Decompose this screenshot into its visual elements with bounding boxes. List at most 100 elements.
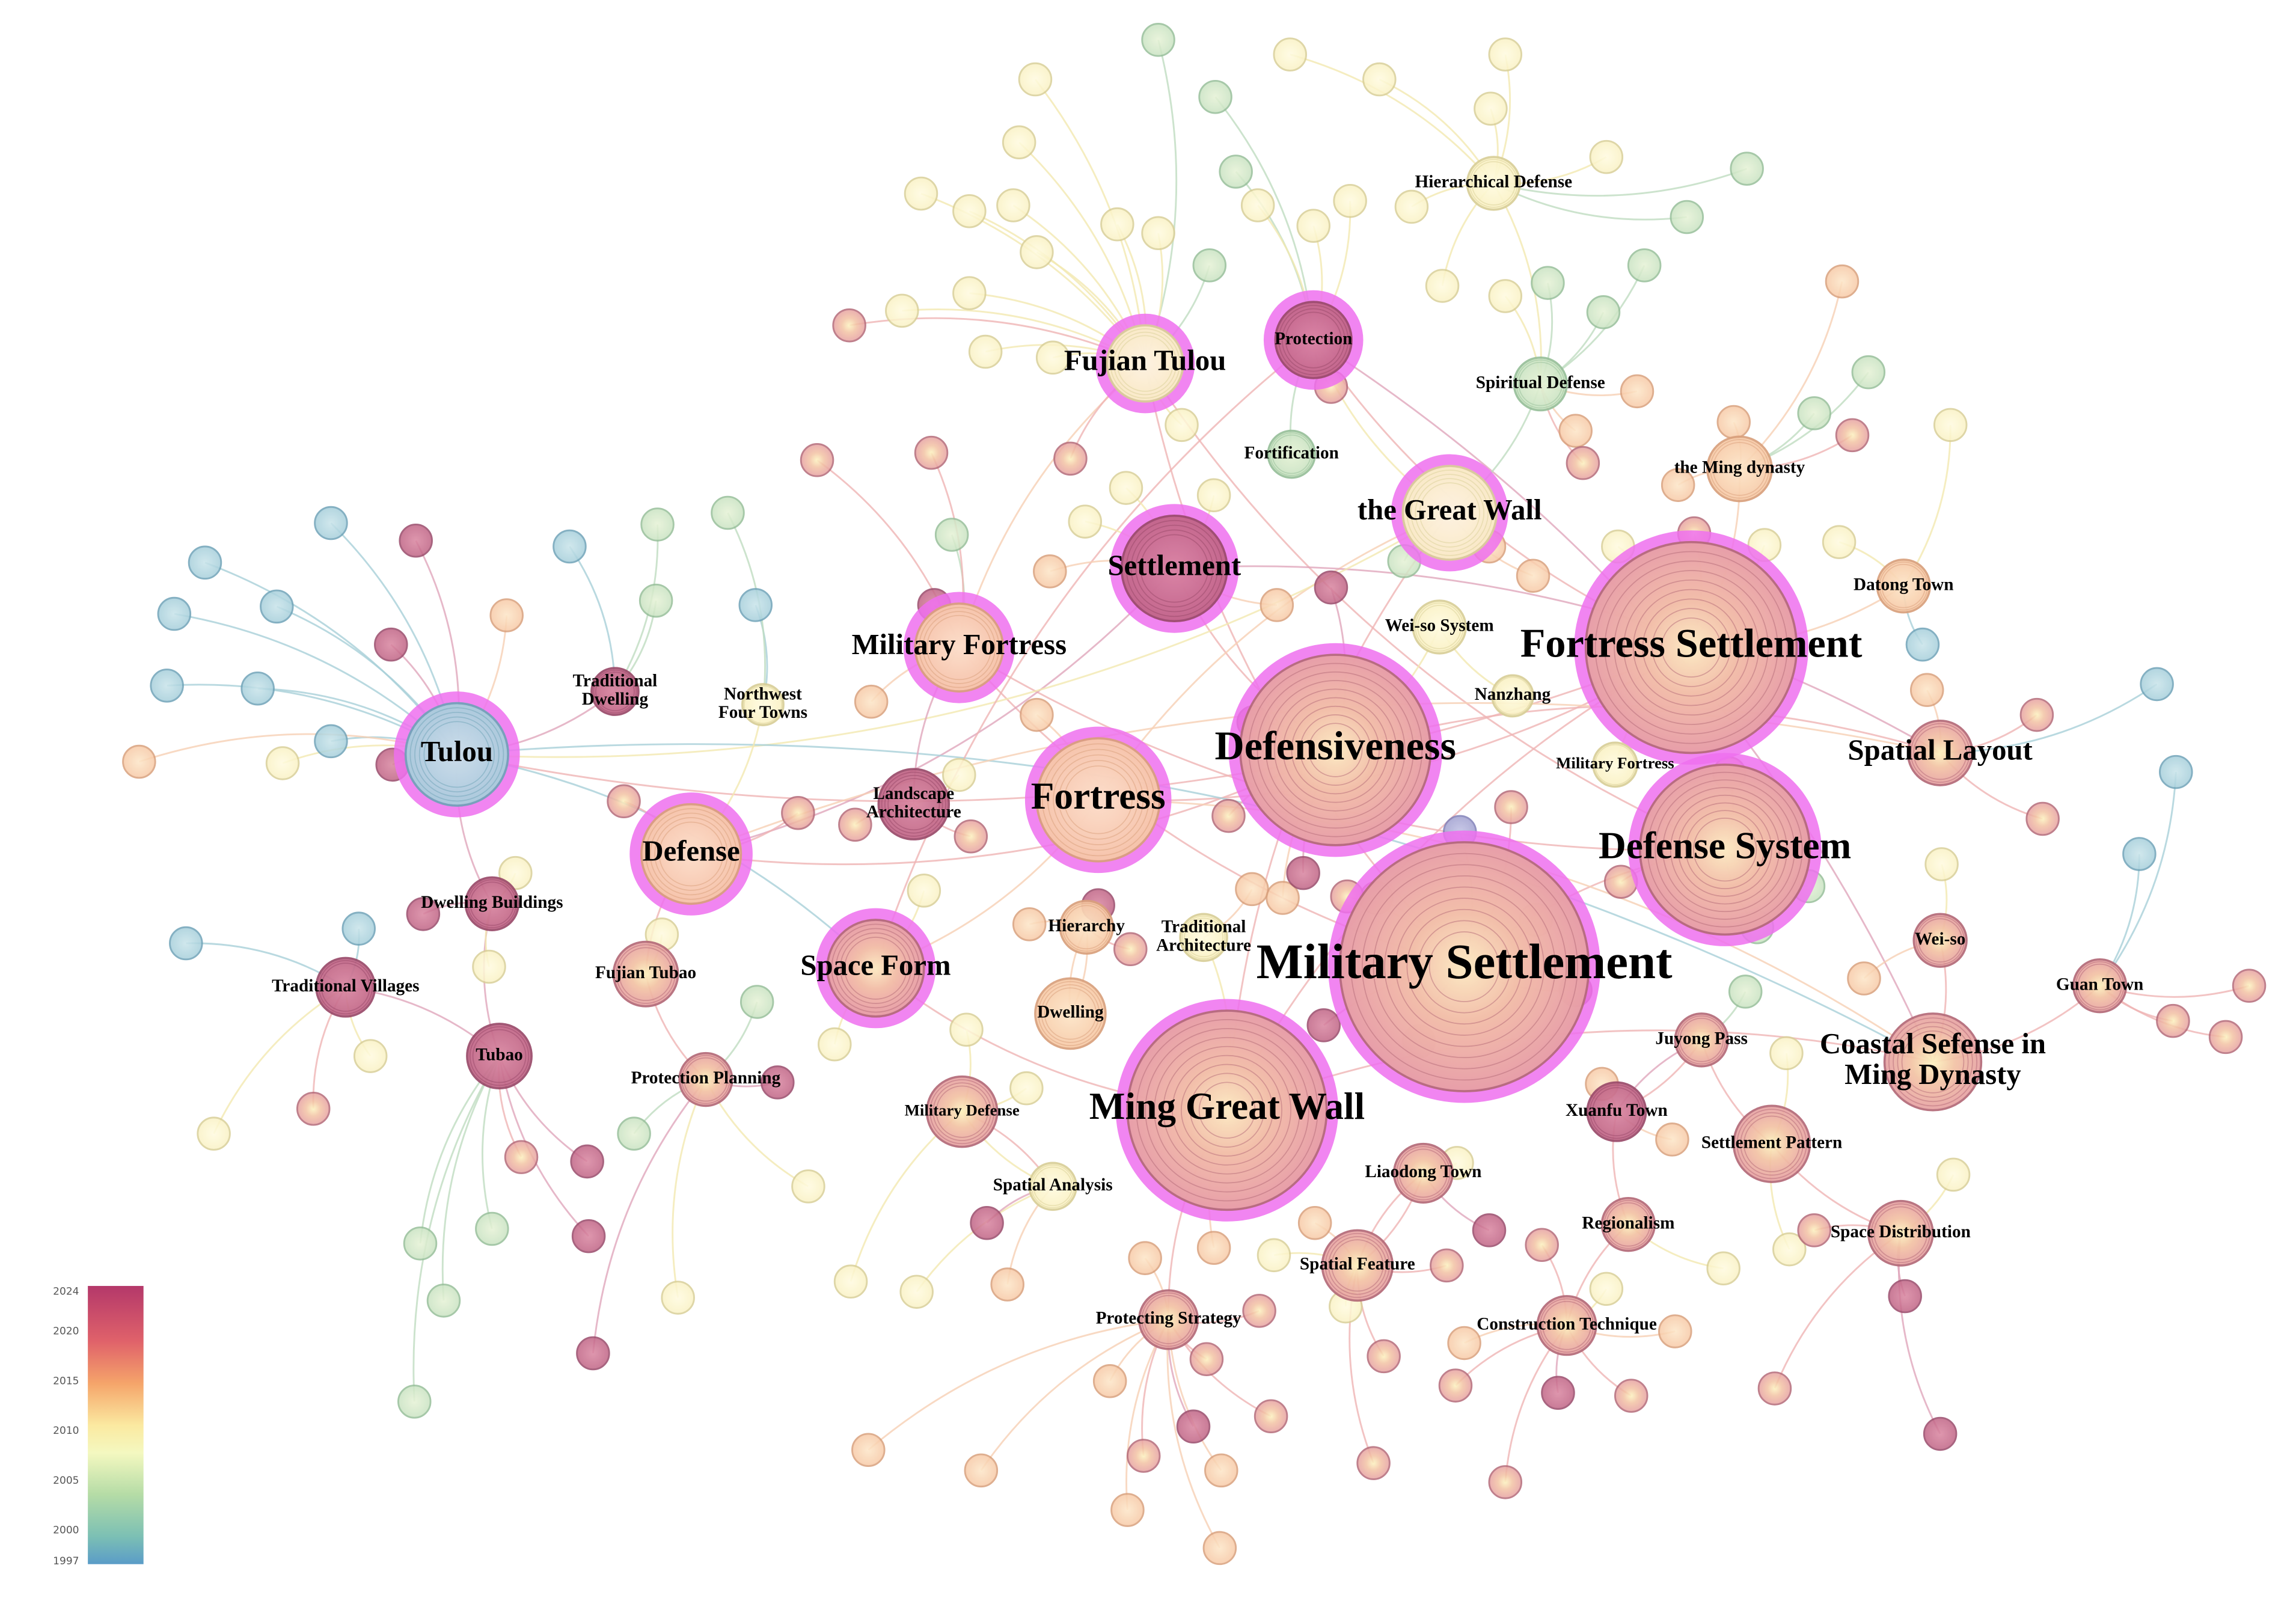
node-ring	[418, 716, 495, 792]
node-label: Military Fortress	[1556, 754, 1674, 772]
node	[1059, 899, 1114, 955]
node	[1876, 559, 1931, 614]
node	[1394, 189, 1429, 224]
node-ring	[470, 881, 515, 926]
node	[426, 1284, 461, 1318]
node	[1297, 1205, 1332, 1240]
node-ring	[593, 669, 637, 714]
node-ring	[1428, 931, 1500, 1002]
node	[1923, 1416, 1958, 1451]
node	[1254, 1399, 1288, 1433]
node-ring	[1044, 987, 1097, 1040]
node	[1176, 1409, 1211, 1444]
node	[1002, 125, 1036, 160]
node	[1028, 1162, 1077, 1211]
node	[638, 583, 673, 618]
node	[1367, 1339, 1401, 1374]
node	[1438, 1368, 1473, 1403]
node	[1274, 301, 1353, 379]
node	[1192, 248, 1227, 283]
node	[964, 1453, 999, 1488]
node-ring	[1285, 311, 1342, 369]
node	[1020, 235, 1054, 269]
node-label: Spatial Analysis	[993, 1175, 1113, 1195]
node-ring	[658, 821, 724, 887]
node	[1488, 37, 1523, 72]
keyword-nodes	[315, 156, 2128, 1356]
node-ring	[839, 932, 912, 1004]
edge	[868, 1318, 1169, 1451]
node-ring	[744, 685, 782, 724]
node-ring	[414, 712, 500, 797]
node	[1905, 627, 1940, 662]
node-ring	[1740, 1112, 1804, 1176]
node-ring	[1350, 853, 1578, 1081]
node	[570, 1144, 604, 1179]
node-ring	[654, 817, 728, 891]
node-ring	[1652, 608, 1731, 687]
node	[1912, 913, 1968, 968]
node	[1472, 1213, 1507, 1247]
node	[904, 176, 938, 211]
node	[1614, 1379, 1649, 1413]
node-ring	[472, 1029, 527, 1083]
node	[1009, 1071, 1044, 1106]
node	[833, 1264, 868, 1299]
node-ring	[684, 1057, 728, 1102]
node-ring	[1870, 1203, 1931, 1263]
node	[157, 596, 192, 631]
node-ring	[1913, 726, 1967, 780]
edge	[412, 1055, 500, 1402]
node-ring	[423, 721, 491, 788]
node	[1674, 1012, 1729, 1068]
node	[1257, 1238, 1291, 1273]
node-ring	[1299, 714, 1371, 786]
node	[2140, 667, 2174, 702]
node-ring	[1606, 1202, 1651, 1247]
node	[1273, 37, 1308, 72]
node	[553, 529, 587, 564]
node	[1706, 1251, 1740, 1285]
node	[1333, 183, 1367, 218]
node-ring	[1677, 802, 1772, 897]
node	[1430, 1248, 1464, 1283]
node	[925, 1075, 999, 1148]
node	[1620, 374, 1655, 409]
node	[1516, 559, 1551, 593]
node	[1314, 570, 1349, 605]
node	[1906, 719, 1974, 786]
node	[2122, 837, 2157, 871]
node	[1730, 152, 1764, 186]
node-ring	[681, 1055, 730, 1104]
node-label: Datong Town	[1854, 575, 1953, 594]
node-label: Spatial Feature	[1300, 1255, 1415, 1274]
legend-label: 2020	[53, 1325, 79, 1337]
node	[1202, 1531, 1237, 1566]
node-label: Regionalism	[1582, 1213, 1674, 1232]
node-label: Space Distribution	[1831, 1222, 1971, 1241]
node	[761, 1065, 795, 1100]
node-ring	[1033, 1166, 1073, 1207]
node	[1053, 441, 1088, 476]
node-label: Settlement Pattern	[1701, 1133, 1842, 1152]
node-ring	[1116, 335, 1174, 392]
edge	[2099, 771, 2177, 987]
edge	[441, 1055, 500, 1301]
node-ring	[1038, 981, 1103, 1046]
node-ring	[1396, 1146, 1451, 1201]
node	[800, 443, 834, 477]
node	[952, 194, 987, 228]
node	[1338, 841, 1590, 1092]
node-label: Traditional Villages	[272, 976, 419, 996]
node-label: Traditional	[573, 671, 658, 690]
node-ring	[1041, 743, 1155, 857]
node	[169, 926, 203, 961]
node	[952, 276, 987, 310]
legend: 2024 2020 2015 2010 2005 2000 1997	[53, 1286, 144, 1567]
node-ring	[1140, 534, 1209, 603]
node-ring	[1642, 598, 1740, 697]
node	[1909, 673, 1944, 707]
node	[188, 545, 222, 580]
node-label: Ming Great Wall	[1089, 1085, 1365, 1127]
node-ring	[1712, 442, 1767, 496]
